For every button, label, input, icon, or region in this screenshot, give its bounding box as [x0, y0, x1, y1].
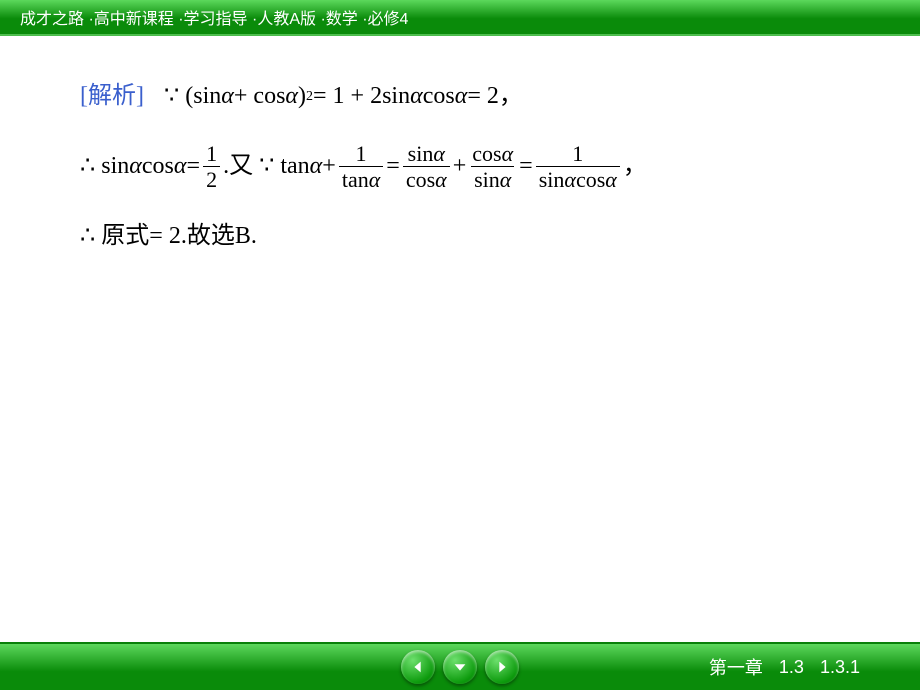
- analysis-line-1: [解析] ∵ (sinα + cosα)2 = 1 + 2sinαcosα = …: [80, 80, 860, 114]
- arrow-down-icon: [451, 658, 469, 676]
- arrow-left-icon: [409, 658, 427, 676]
- analysis-line-3: ∴ 原式 = 2. 故选 B.: [80, 220, 860, 254]
- fraction-sin-over-cos: sinα cosα: [403, 142, 450, 192]
- nav-button-group: [401, 650, 519, 684]
- fraction-half: 1 2: [203, 142, 220, 192]
- therefore-symbol: ∴: [80, 150, 95, 184]
- subsection-label: 1.3.1: [820, 657, 860, 678]
- slide-content: [解析] ∵ (sinα + cosα)2 = 1 + 2sinαcosα = …: [80, 80, 860, 274]
- breadcrumb-text: 成才之路 ·高中新课程 ·学习指导 ·人教A版 ·数学 ·必修4: [20, 5, 408, 29]
- next-button[interactable]: [485, 650, 519, 684]
- fraction-1-over-tan: 1 tanα: [339, 142, 383, 192]
- top-bar: 成才之路 ·高中新课程 ·学习指导 ·人教A版 ·数学 ·必修4: [0, 0, 920, 36]
- bottom-bar: 第一章 1.3 1.3.1: [0, 642, 920, 690]
- section-label: 1.3: [779, 657, 804, 678]
- fraction-cos-over-sin: cosα sinα: [469, 142, 516, 192]
- prev-button[interactable]: [401, 650, 435, 684]
- because-symbol: ∵: [164, 80, 179, 114]
- chapter-label: 第一章: [709, 654, 763, 680]
- analysis-line-2: ∴ sinαcosα = 1 2 .又 ∵ tanα + 1 tanα = si…: [80, 142, 860, 192]
- fraction-1-over-sincos: 1 sinαcosα: [536, 142, 620, 192]
- arrow-right-icon: [493, 658, 511, 676]
- down-button[interactable]: [443, 650, 477, 684]
- chapter-indicator: 第一章 1.3 1.3.1: [709, 654, 860, 680]
- analysis-label: [解析]: [80, 80, 144, 114]
